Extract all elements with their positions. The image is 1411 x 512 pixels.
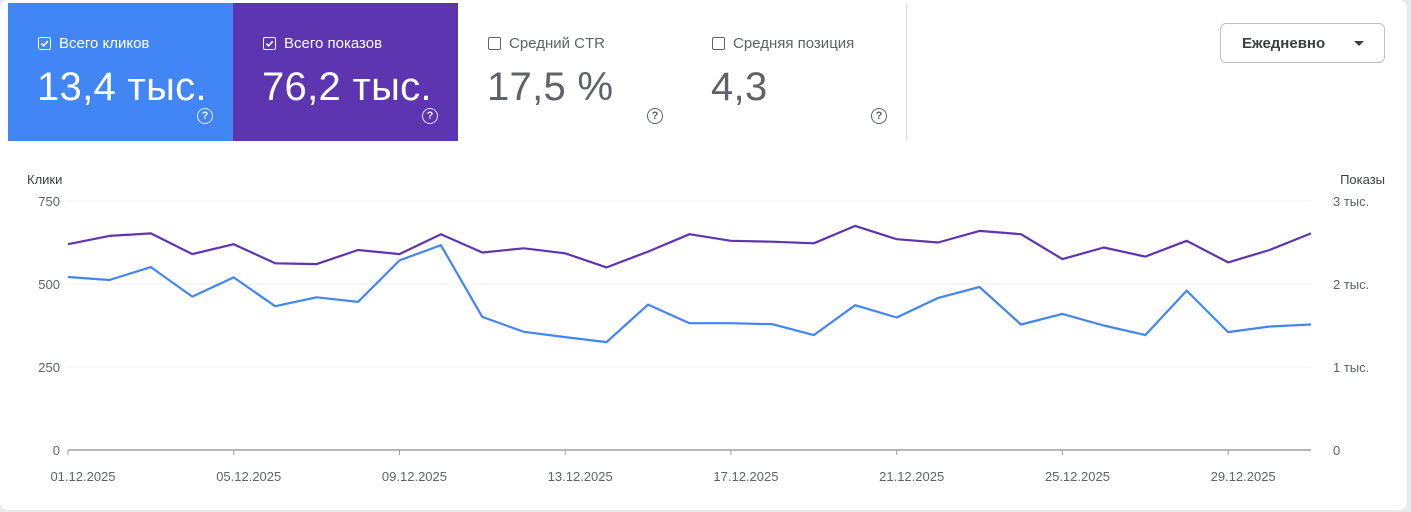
metric-tile-impressions[interactable]: Всего показов 76,2 тыс. ? [233,3,458,141]
x-axis-tick-label: 17.12.2025 [713,469,778,484]
left-axis-tick-label: 250 [38,360,60,375]
performance-chart: 0 250 500 750 0 1 тыс. 2 тыс. 3 тыс. Клики Показы… [27,172,1385,484]
metric-value-position: 4,3 [711,65,768,109]
help-icon[interactable]: ? [871,108,887,124]
metric-label-position: Средняя позиция [733,35,855,52]
check-icon [40,40,49,48]
metric-label-clicks: Всего кликов [59,35,150,52]
checkbox-impressions[interactable] [263,37,276,50]
right-axis-tick-label: 0 [1333,443,1340,458]
metric-tile-ctr[interactable]: Средний CTR 17,5 % ? [458,3,683,141]
metric-label-impressions: Всего показов [284,35,383,52]
metric-header-clicks: Всего кликов [38,35,149,52]
x-axis-tick-label: 01.12.2025 [50,469,115,484]
metric-header-ctr: Средний CTR [488,35,605,52]
help-icon[interactable]: ? [422,108,438,124]
metric-value-clicks: 13,4 тыс. [37,65,207,109]
right-axis-tick-label: 1 тыс. [1333,360,1369,375]
caret-down-icon [1354,41,1364,46]
metric-header-impressions: Всего показов [263,35,382,52]
right-axis-tick-label: 3 тыс. [1333,194,1369,209]
checkbox-clicks[interactable] [38,37,51,50]
metric-header-position: Средняя позиция [712,35,854,52]
x-axis-tick-label: 29.12.2025 [1211,469,1276,484]
right-axis-title: Показы [1340,172,1385,187]
check-icon [265,40,274,48]
checkbox-position[interactable] [712,37,725,50]
right-axis-tick-label: 2 тыс. [1333,277,1369,292]
metric-label-ctr: Средний CTR [509,35,605,52]
x-axis-tick-label: 21.12.2025 [879,469,944,484]
metric-tile-position[interactable]: Средняя позиция 4,3 ? [682,3,907,141]
left-axis-tick-label: 0 [53,443,60,458]
clicks-series-line [67,244,1312,344]
help-icon[interactable]: ? [197,108,213,124]
left-axis-tick-label: 500 [38,277,60,292]
metric-value-ctr: 17,5 % [487,65,614,109]
left-axis-title: Клики [27,172,62,187]
left-axis-tick-label: 750 [38,194,60,209]
x-axis-tick-label: 25.12.2025 [1045,469,1110,484]
x-axis-tick-label: 05.12.2025 [216,469,281,484]
period-dropdown[interactable]: Ежедневно [1220,23,1385,63]
checkbox-ctr[interactable] [488,37,501,50]
x-axis-tick-label: 13.12.2025 [548,469,613,484]
help-icon[interactable]: ? [647,108,663,124]
period-dropdown-value: Ежедневно [1242,34,1326,52]
impressions-series-line [67,224,1312,269]
metric-tile-clicks[interactable]: Всего кликов 13,4 тыс. ? [8,3,233,141]
x-axis-tick-label: 09.12.2025 [382,469,447,484]
metric-value-impressions: 76,2 тыс. [262,65,432,109]
